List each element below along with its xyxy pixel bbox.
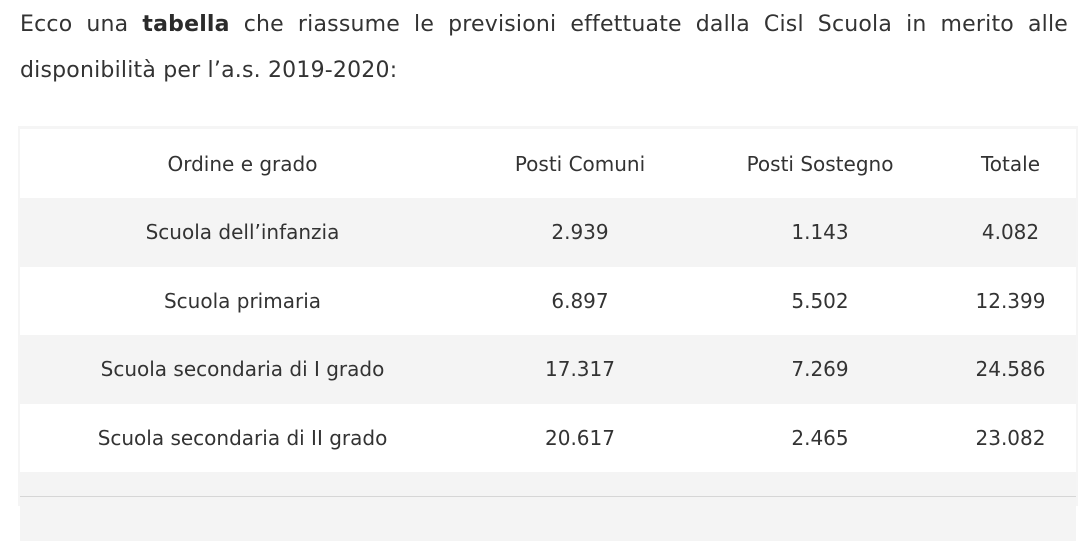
cell-ordine-grado: Scuola primaria	[163, 288, 322, 313]
header-posti-comuni: Posti Comuni	[514, 151, 646, 176]
cell-posti-sostegno: 2.465	[791, 426, 849, 451]
cell-totale: 23.082	[975, 426, 1046, 451]
table-row: Scuola dell’infanzia 2.939 1.143 4.082	[20, 198, 1076, 267]
header-totale: Totale	[980, 151, 1040, 176]
cell-posti-sostegno	[695, 472, 945, 541]
table-row-partial	[20, 472, 1076, 541]
intro-bold-keyword: tabella	[142, 12, 230, 37]
disponibilita-table: Ordine e grado Posti Comuni Posti Sosteg…	[20, 129, 1076, 541]
intro-paragraph: Ecco una tabella che riassume le previsi…	[20, 2, 1068, 94]
cell-posti-comuni: 2.939	[551, 220, 609, 245]
cell-totale	[945, 472, 1076, 541]
intro-text-start: Ecco una	[20, 12, 143, 37]
table-container: Ordine e grado Posti Comuni Posti Sosteg…	[18, 126, 1078, 541]
table-row: Scuola secondaria di I grado 17.317 7.26…	[20, 335, 1076, 404]
cell-ordine-grado: Scuola dell’infanzia	[145, 220, 340, 245]
cell-ordine-grado: Scuola secondaria di I grado	[100, 357, 385, 382]
cell-totale: 12.399	[975, 288, 1046, 313]
cell-posti-sostegno: 7.269	[791, 357, 849, 382]
header-ordine-grado: Ordine e grado	[167, 151, 318, 176]
cell-ordine-grado	[20, 472, 465, 541]
table-header-row: Ordine e grado Posti Comuni Posti Sosteg…	[20, 129, 1076, 198]
cell-totale: 4.082	[981, 220, 1040, 245]
header-posti-sostegno: Posti Sostegno	[746, 151, 894, 176]
table-row: Scuola primaria 6.897 5.502 12.399	[20, 266, 1076, 336]
cell-posti-comuni	[465, 472, 695, 541]
cell-posti-comuni: 6.897	[551, 288, 609, 313]
intro-text-end: che riassume le previsioni effettuate da…	[20, 12, 1068, 83]
cell-posti-comuni: 20.617	[545, 426, 615, 451]
table-bottom-divider	[20, 496, 1076, 497]
table-row: Scuola secondaria di II grado 20.617 2.4…	[20, 403, 1076, 473]
cell-totale: 24.586	[975, 357, 1046, 382]
cell-ordine-grado: Scuola secondaria di II grado	[97, 426, 388, 451]
cell-posti-comuni: 17.317	[545, 357, 615, 382]
cell-posti-sostegno: 5.502	[791, 288, 849, 313]
cell-posti-sostegno: 1.143	[791, 220, 849, 245]
